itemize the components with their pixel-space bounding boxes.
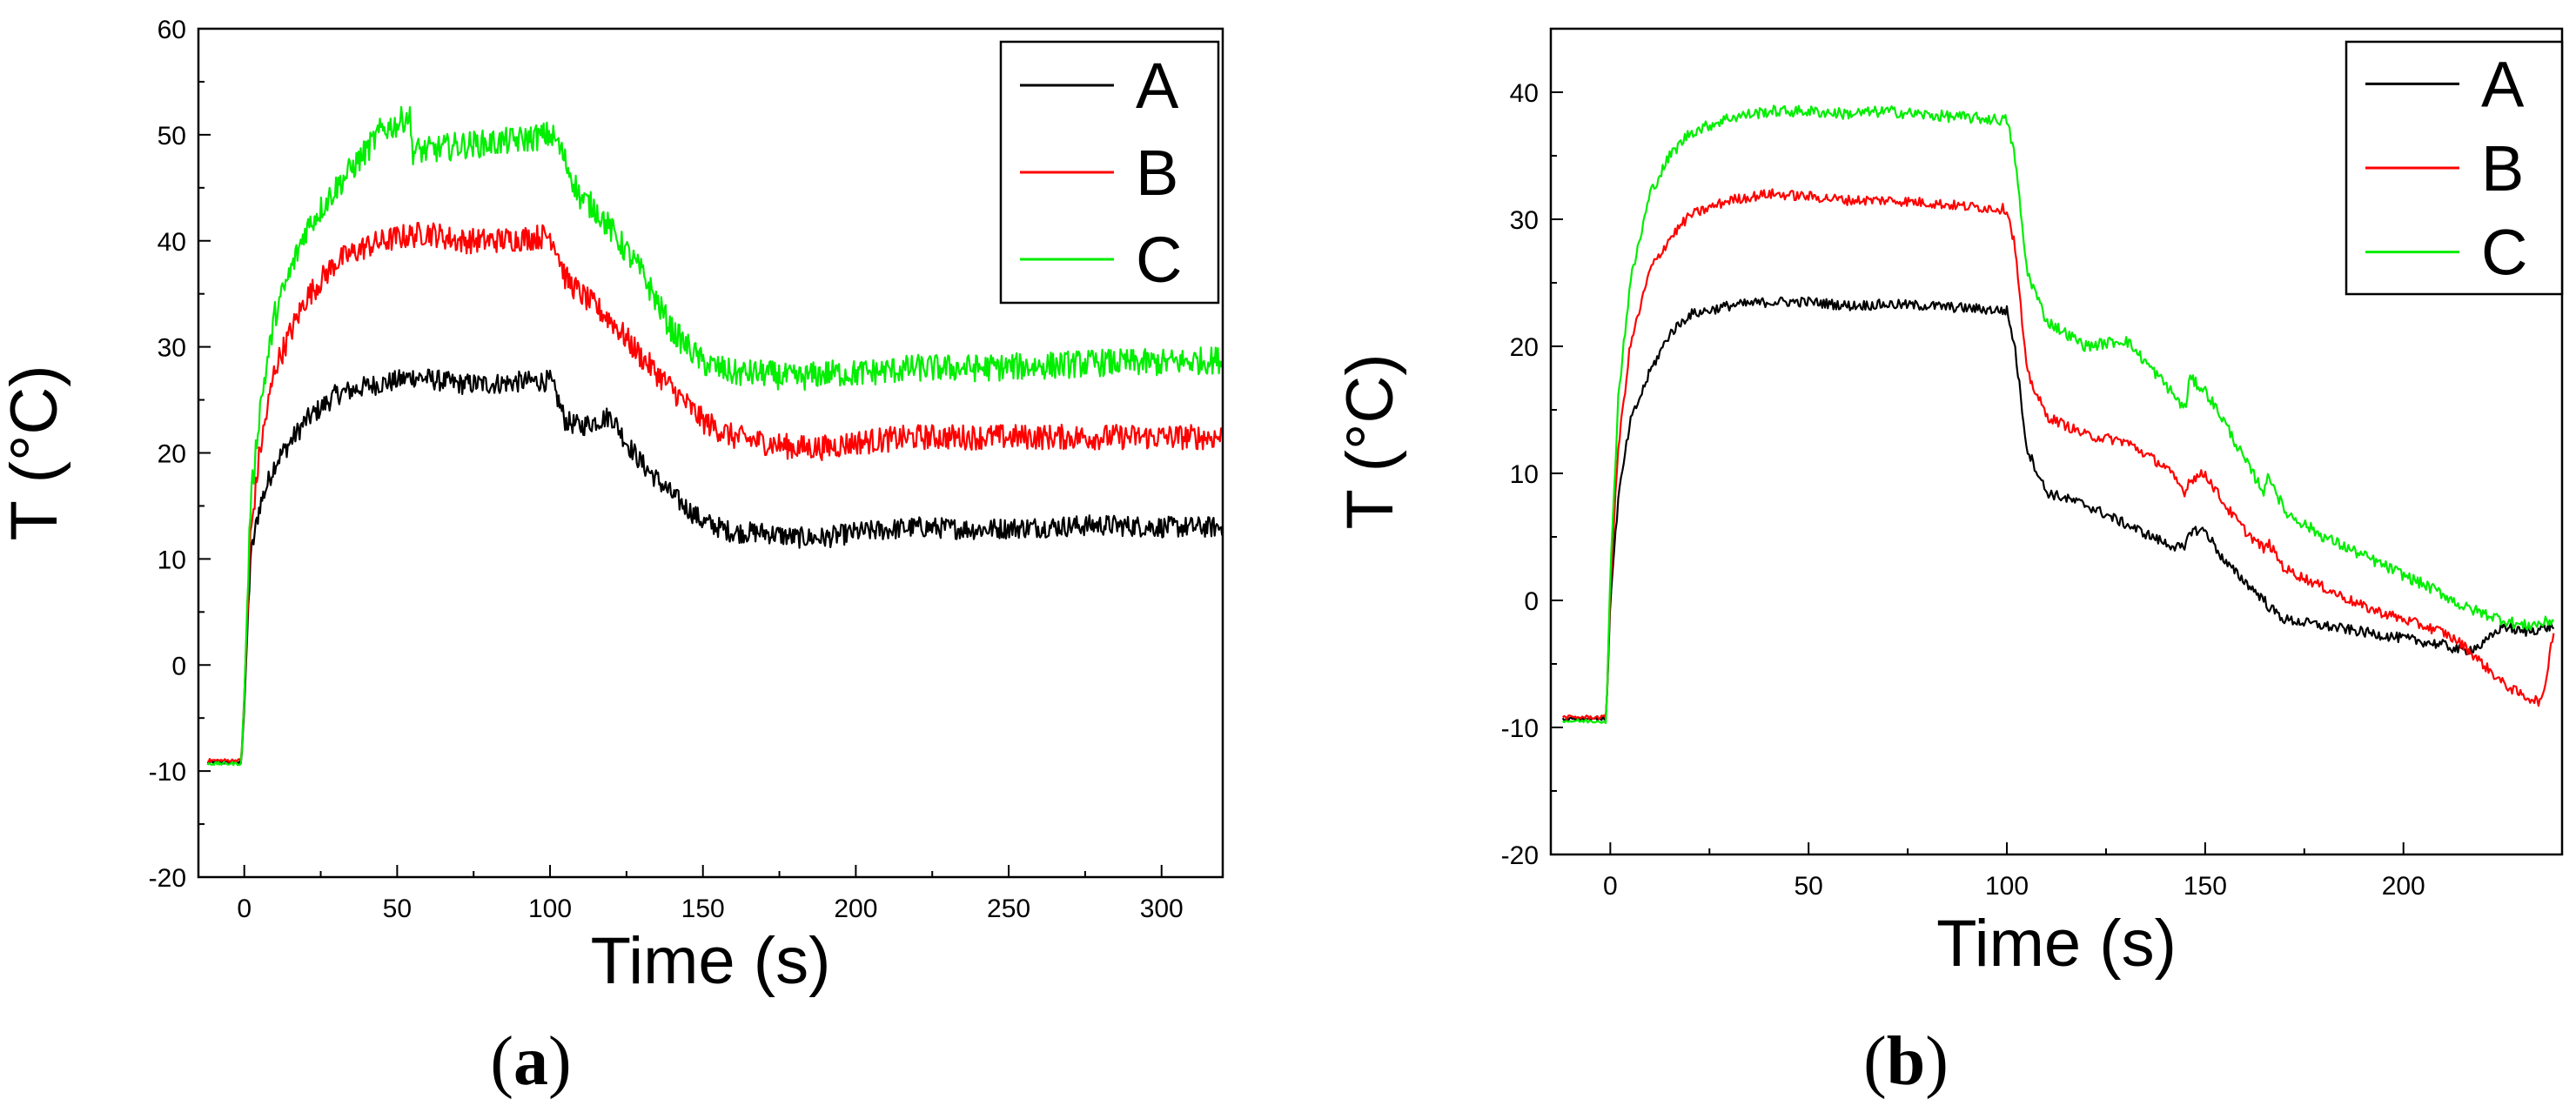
caption-a-letter: a bbox=[513, 1023, 548, 1100]
x-tick-label: 200 bbox=[834, 895, 877, 923]
chart-b: 0 50 100 150 200 -20 -10 0 10 20 30 40 Time (s) T (°C… bbox=[1333, 27, 2564, 981]
x-tick-label: 0 bbox=[1603, 872, 1618, 901]
caption-b: (b) bbox=[1863, 1023, 1949, 1100]
x-tick-label: 50 bbox=[383, 895, 412, 923]
chart-a: 0 50 100 150 200 250 300 -20 -10 0 10 20 30 40 50 60 Tim… bbox=[0, 16, 1224, 998]
legend-label-A: A bbox=[1136, 50, 1179, 122]
y-tick-label: 40 bbox=[158, 228, 186, 257]
y-tick-label: 10 bbox=[1510, 460, 1539, 489]
legend-label-B: B bbox=[1136, 137, 1178, 209]
y-tick-label: 30 bbox=[158, 334, 186, 363]
y-tick-label: -10 bbox=[1501, 714, 1539, 743]
y-tick-label: 0 bbox=[1524, 587, 1539, 616]
y-tick-label: 50 bbox=[158, 122, 186, 151]
y-tick-label: 20 bbox=[1510, 333, 1539, 362]
y-axis-label: T (°C) bbox=[0, 365, 71, 540]
series-C-line bbox=[206, 105, 1223, 767]
caption-b-letter: b bbox=[1886, 1023, 1926, 1100]
axes-frame bbox=[1549, 27, 2564, 856]
y-tick-label: 0 bbox=[171, 652, 186, 680]
series-B-line bbox=[207, 222, 1223, 763]
legend-label-B: B bbox=[2481, 132, 2524, 204]
y-tick-label: 10 bbox=[158, 546, 186, 574]
x-tick-label: 150 bbox=[2184, 872, 2227, 901]
x-tick-label: 100 bbox=[528, 895, 572, 923]
x-tick-label: 0 bbox=[237, 895, 252, 923]
x-tick-label: 150 bbox=[681, 895, 725, 923]
y-tick-label: -20 bbox=[1501, 841, 1539, 870]
legend-label-C: C bbox=[1136, 224, 1182, 296]
legend-label-C: C bbox=[2481, 217, 2527, 289]
plot-area-a bbox=[206, 105, 1223, 767]
y-tick-label: -10 bbox=[149, 758, 186, 787]
y-axis-label: T (°C) bbox=[1333, 353, 1407, 529]
series-A-line bbox=[206, 368, 1223, 765]
x-tick-label: 50 bbox=[1794, 872, 1823, 901]
caption-a: (a) bbox=[490, 1023, 572, 1100]
legend: ABC bbox=[999, 40, 1220, 305]
series-C-line bbox=[1562, 104, 2555, 724]
legend-label-A: A bbox=[2481, 48, 2525, 120]
y-tick-label: 40 bbox=[1510, 79, 1539, 108]
plot-area-b bbox=[1561, 104, 2555, 724]
x-axis-label: Time (s) bbox=[1936, 907, 2177, 981]
y-tick-label: 20 bbox=[158, 440, 186, 469]
y-tick-label: 30 bbox=[1510, 206, 1539, 235]
x-tick-label: 100 bbox=[1985, 872, 2029, 901]
y-tick-label: -20 bbox=[149, 864, 186, 893]
series-B-line bbox=[1562, 188, 2555, 720]
y-tick-label: 60 bbox=[158, 16, 186, 44]
x-axis-label: Time (s) bbox=[591, 924, 831, 998]
series-A-line bbox=[1561, 296, 2555, 722]
x-tick-label: 250 bbox=[987, 895, 1030, 923]
legend: ABC bbox=[2345, 40, 2564, 296]
x-tick-label: 300 bbox=[1140, 895, 1184, 923]
x-tick-label: 200 bbox=[2382, 872, 2425, 901]
